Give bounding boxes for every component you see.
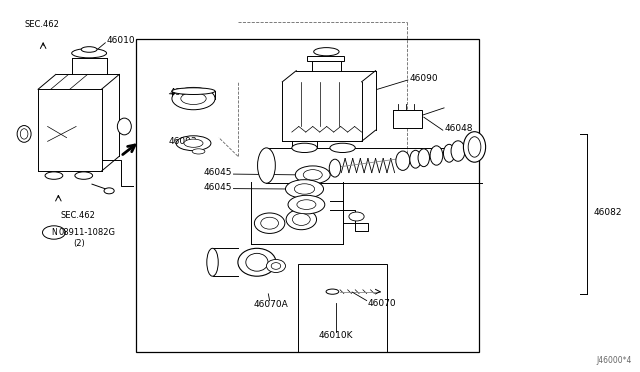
Ellipse shape — [266, 260, 285, 272]
Text: N: N — [51, 228, 57, 237]
Ellipse shape — [192, 149, 205, 154]
Ellipse shape — [294, 184, 315, 194]
Text: 46090: 46090 — [409, 74, 438, 83]
Circle shape — [104, 188, 114, 194]
Ellipse shape — [326, 289, 339, 294]
Ellipse shape — [257, 148, 275, 183]
Ellipse shape — [238, 248, 276, 276]
Text: (2): (2) — [74, 239, 85, 248]
Text: 46082: 46082 — [593, 208, 621, 217]
Ellipse shape — [410, 150, 421, 168]
Ellipse shape — [288, 195, 325, 214]
Ellipse shape — [451, 141, 465, 161]
Ellipse shape — [330, 143, 355, 153]
Ellipse shape — [329, 159, 340, 177]
Circle shape — [349, 212, 364, 221]
Ellipse shape — [172, 88, 215, 94]
Ellipse shape — [286, 209, 317, 230]
Ellipse shape — [81, 46, 97, 52]
Ellipse shape — [254, 213, 285, 234]
Ellipse shape — [260, 217, 278, 229]
Ellipse shape — [271, 263, 281, 269]
Ellipse shape — [292, 214, 310, 225]
Ellipse shape — [303, 170, 323, 180]
Ellipse shape — [117, 118, 131, 135]
Ellipse shape — [295, 166, 330, 184]
Ellipse shape — [246, 253, 268, 271]
Ellipse shape — [17, 126, 31, 142]
Ellipse shape — [20, 129, 28, 139]
Text: 46010: 46010 — [107, 36, 135, 45]
Bar — [394, 110, 422, 128]
Text: SEC.462: SEC.462 — [24, 20, 59, 29]
Ellipse shape — [297, 200, 316, 209]
Ellipse shape — [184, 139, 203, 147]
Ellipse shape — [314, 48, 339, 56]
Text: J46000*4: J46000*4 — [596, 356, 632, 365]
Ellipse shape — [75, 172, 93, 179]
Ellipse shape — [430, 146, 443, 165]
Ellipse shape — [285, 180, 324, 198]
Ellipse shape — [72, 49, 107, 58]
Ellipse shape — [176, 136, 211, 151]
Ellipse shape — [444, 144, 455, 162]
Text: 46048: 46048 — [444, 124, 472, 133]
Text: 46070: 46070 — [368, 299, 397, 308]
Text: SEC.462: SEC.462 — [60, 211, 95, 220]
Ellipse shape — [172, 87, 215, 110]
Text: 46010K: 46010K — [319, 331, 353, 340]
Ellipse shape — [207, 248, 218, 276]
Bar — [298, 264, 387, 352]
Ellipse shape — [45, 172, 63, 179]
Ellipse shape — [418, 149, 429, 167]
Ellipse shape — [396, 151, 410, 170]
Text: 46020: 46020 — [170, 88, 198, 97]
Bar — [136, 39, 479, 352]
Ellipse shape — [468, 137, 481, 157]
Text: 46093: 46093 — [168, 137, 196, 146]
Bar — [307, 56, 344, 61]
Ellipse shape — [180, 93, 206, 105]
Text: 46045: 46045 — [204, 183, 232, 192]
Text: 46045: 46045 — [204, 169, 232, 177]
Text: 46070A: 46070A — [253, 300, 289, 309]
Ellipse shape — [463, 132, 486, 162]
Ellipse shape — [292, 143, 317, 153]
Text: 08911-1082G: 08911-1082G — [59, 228, 116, 237]
